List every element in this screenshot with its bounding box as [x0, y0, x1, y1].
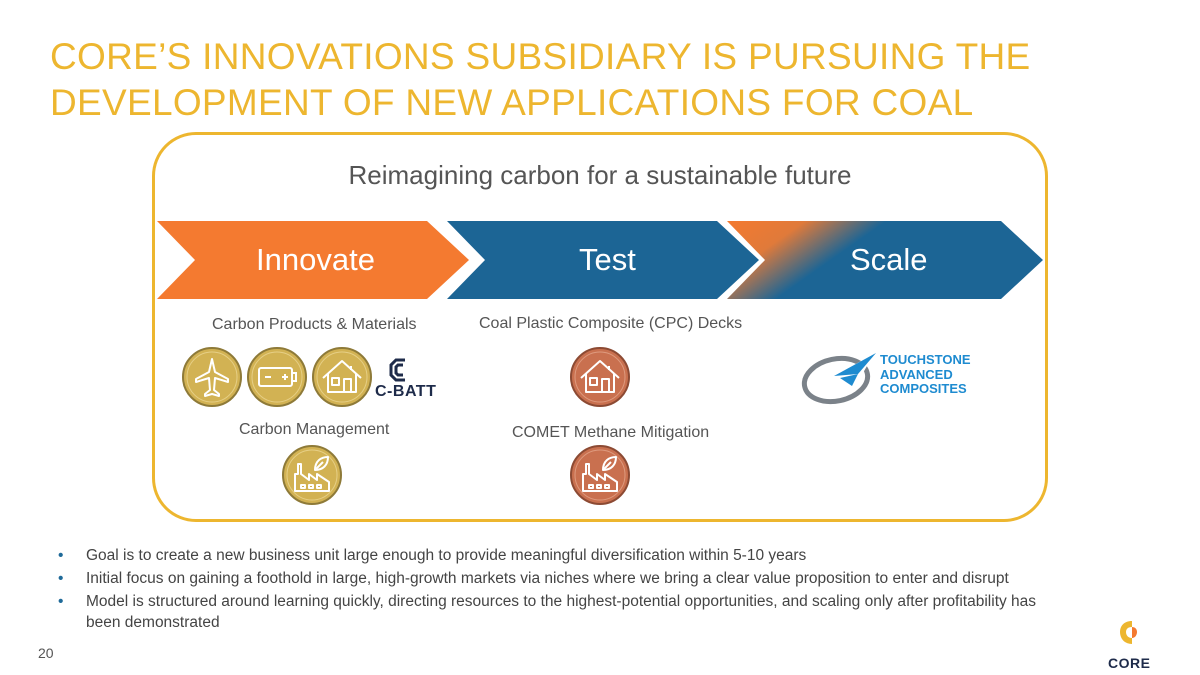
cpc-decks-label: Coal Plastic Composite (CPC) Decks [479, 315, 743, 332]
bullet-item: • Goal is to create a new business unit l… [58, 545, 1068, 566]
bullet-dot: • [58, 593, 64, 610]
stage-scale-label: Scale [850, 242, 928, 277]
frame-subtitle: Reimagining carbon for a sustainable fut… [348, 160, 852, 190]
bullet-text: Model is structured around learning quic… [86, 593, 1037, 631]
bullet-list: • Goal is to create a new business unit l… [58, 545, 1068, 635]
c-batt-text: C-BATT [375, 383, 437, 400]
factory-leaf-icon [282, 445, 342, 505]
touchstone-line-3: COMPOSITES [880, 381, 967, 396]
factory-leaf-icon [570, 445, 630, 505]
carbon-products-label: Carbon Products & Materials [212, 316, 417, 333]
content-frame [152, 132, 1048, 522]
c-batt-logo [389, 358, 405, 382]
airplane-icon [182, 347, 242, 407]
bullet-item: • Initial focus on gaining a foothold in … [58, 568, 1068, 589]
house-icon [570, 347, 630, 407]
stage-test-label: Test [579, 242, 636, 277]
bullet-dot: • [58, 547, 64, 564]
bullet-text: Goal is to create a new business unit la… [86, 547, 807, 564]
house-icon [312, 347, 372, 407]
touchstone-line-2: ADVANCED [880, 366, 953, 382]
bullet-dot: • [58, 570, 64, 587]
carbon-management-label: Carbon Management [239, 421, 390, 438]
core-mark-icon [1120, 621, 1137, 644]
stage-innovate-label: Innovate [256, 242, 375, 277]
chevron-innovate [157, 221, 469, 299]
chevron-test [447, 221, 759, 299]
comet-label: COMET Methane Mitigation [512, 424, 710, 441]
bullet-item: • Model is structured around learning qui… [58, 591, 1068, 633]
chevron-scale [727, 221, 1043, 299]
page-number: 20 [38, 645, 54, 661]
bullet-text: Initial focus on gaining a foothold in l… [86, 570, 1009, 587]
touchstone-line-1: TOUCHSTONE [880, 352, 971, 367]
slide-title: CORE’S INNOVATIONS SUBSIDIARY IS PURSUIN… [50, 36, 1031, 123]
battery-icon [247, 347, 307, 407]
touchstone-logo [801, 353, 876, 405]
core-logo: CORE [1108, 618, 1152, 671]
core-logo-text: CORE [1108, 655, 1151, 671]
touchstone-text: TOUCHSTONE ADVANCED COMPOSITES [880, 352, 971, 397]
process-chevrons [157, 221, 1043, 299]
